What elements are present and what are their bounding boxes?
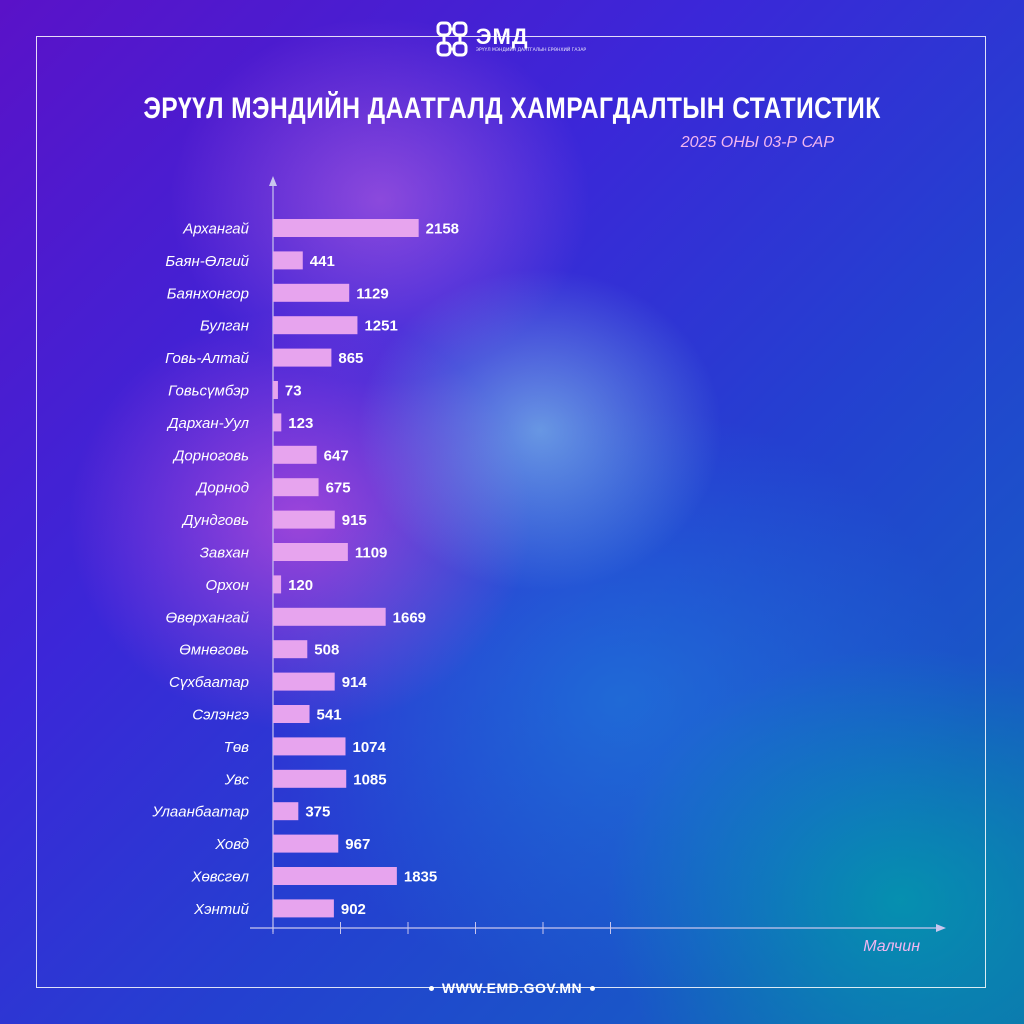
bar	[273, 445, 317, 464]
bar	[273, 316, 358, 335]
category-label: Дорнод	[195, 480, 249, 497]
category-label: Булган	[200, 318, 249, 335]
value-label: 441	[310, 253, 335, 270]
value-label: 967	[345, 836, 370, 853]
value-label: 647	[324, 447, 349, 464]
chart-subtitle: 2025 ОНЫ 03-Р САР	[680, 134, 834, 151]
category-label: Сэлэнгэ	[192, 707, 249, 724]
category-label: Улаанбаатар	[151, 804, 249, 821]
category-label: Өвөрхангай	[165, 609, 249, 626]
bar	[273, 640, 308, 659]
y-axis-arrow-icon	[269, 176, 277, 186]
value-label: 1074	[352, 739, 386, 756]
bar	[273, 219, 419, 237]
category-label: Говь-Алтай	[165, 350, 250, 367]
value-label: 1251	[364, 318, 397, 335]
bar	[273, 834, 339, 853]
bar	[273, 251, 303, 270]
value-label: 1109	[355, 545, 388, 562]
emd-logo: ЭМД ЭРҮҮЛ МЭНДИЙН ДААТГАЛЫН ЕРӨНХИЙ ГАЗА…	[430, 14, 590, 64]
x-axis-arrow-icon	[936, 924, 946, 932]
bar	[273, 413, 282, 432]
category-label: Төв	[224, 739, 250, 756]
value-label: 2158	[426, 221, 459, 238]
category-label: Увс	[224, 771, 250, 788]
category-label: Өмнөговь	[179, 642, 249, 659]
value-label: 120	[288, 577, 313, 594]
category-label: Дорноговь	[172, 447, 249, 464]
bar	[273, 672, 335, 691]
category-label: Дундговь	[181, 512, 249, 529]
category-label: Ховд	[214, 836, 249, 853]
bar	[273, 543, 348, 561]
category-label: Хэнтий	[193, 901, 249, 918]
bar	[273, 478, 319, 497]
footer-dot-left-icon	[428, 985, 434, 991]
bar	[273, 381, 278, 399]
category-label: Дархан-Уул	[166, 415, 250, 432]
bar	[273, 705, 310, 723]
chart-title: ЭРҮҮЛ МЭНДИЙН ДААТГАЛД ХАМРАГДАЛТЫН СТАТ…	[143, 92, 881, 125]
content-frame	[36, 36, 986, 988]
bar	[273, 802, 299, 821]
bar	[273, 510, 335, 529]
value-label: 541	[317, 707, 342, 724]
category-label: Говьсүмбэр	[168, 383, 249, 400]
logo-subtitle: ЭРҮҮЛ МЭНДИЙН ДААТГАЛЫН ЕРӨНХИЙ ГАЗАР	[475, 47, 587, 53]
value-label: 73	[285, 383, 302, 400]
bar	[273, 769, 347, 788]
value-label: 865	[338, 350, 363, 367]
x-axis-label: Малчин	[863, 938, 920, 955]
value-label: 375	[305, 804, 330, 821]
category-label: Орхон	[206, 577, 249, 594]
footer-dot-right-icon	[590, 985, 596, 991]
value-label: 1085	[353, 771, 386, 788]
bar	[273, 575, 282, 594]
value-label: 1835	[404, 869, 437, 886]
bar	[273, 607, 386, 626]
footer: WWW.EMD.GOV.MN	[0, 975, 1024, 1001]
bar	[273, 867, 397, 885]
bar	[273, 283, 350, 302]
category-label: Хөвсгөл	[190, 869, 249, 886]
value-label: 123	[288, 415, 313, 432]
category-label: Архангай	[182, 221, 249, 238]
value-label: 1129	[356, 285, 389, 302]
knot-logo-icon	[436, 21, 468, 57]
category-label: Баянхонгор	[167, 285, 249, 302]
bar	[273, 348, 332, 367]
value-label: 915	[342, 512, 367, 529]
category-label: Сүхбаатар	[169, 674, 249, 691]
website-link[interactable]: WWW.EMD.GOV.MN	[441, 980, 583, 996]
bar	[273, 899, 334, 918]
value-label: 914	[342, 674, 368, 691]
category-label: Баян-Өлгий	[165, 253, 249, 270]
logo-text: ЭМД	[475, 23, 529, 49]
value-label: 508	[314, 642, 339, 659]
value-label: 675	[326, 480, 351, 497]
category-label: Завхан	[200, 545, 249, 562]
value-label: 1669	[393, 609, 426, 626]
value-label: 902	[341, 901, 366, 918]
bar	[273, 737, 346, 756]
